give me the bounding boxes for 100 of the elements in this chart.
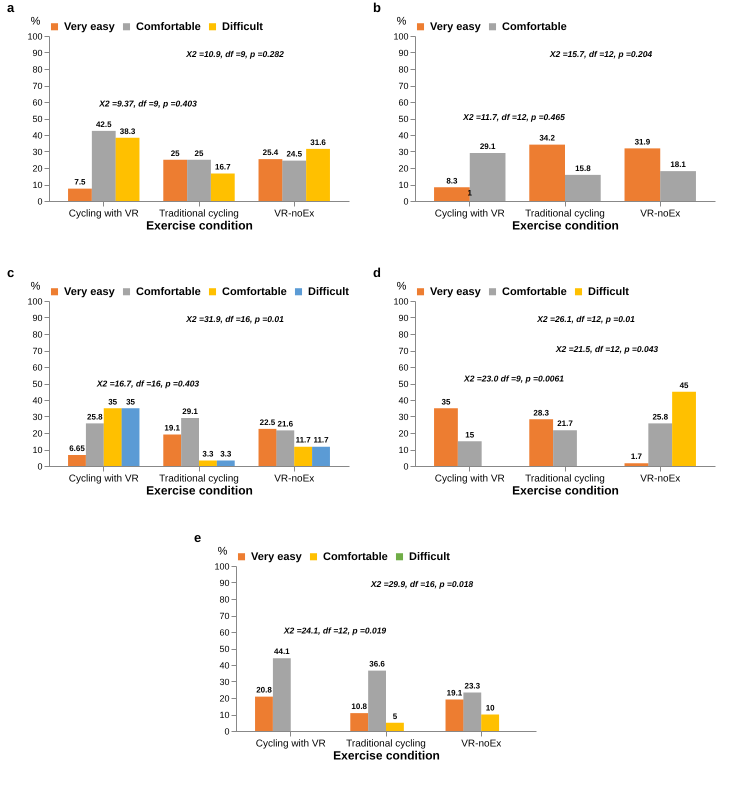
legend-label: Comfortable	[222, 286, 287, 298]
bar	[104, 408, 122, 466]
legend-label: Very easy	[250, 550, 302, 563]
legend-label: Comfortable	[502, 286, 567, 298]
bar	[210, 173, 235, 201]
legend-label: Very easy	[64, 286, 116, 298]
y-tick-label: 60	[218, 628, 229, 638]
bar	[282, 160, 306, 201]
y-tick-label: 80	[32, 330, 42, 340]
legend-label: Difficult	[408, 550, 450, 563]
bar	[272, 658, 290, 731]
bar	[163, 434, 182, 466]
y-tick-label: 20	[32, 164, 42, 174]
legend-label: Comfortable	[322, 550, 388, 563]
y-tick-label: 0	[224, 726, 229, 736]
y-tick-label: 60	[32, 362, 42, 372]
y-tick-label: 20	[218, 694, 229, 704]
annotation: X2 =21.5, df =12, p =0.043	[554, 344, 658, 354]
y-tick-label: 90	[32, 48, 42, 58]
bar	[350, 713, 368, 731]
y-axis-title: %	[396, 16, 407, 28]
y-tick-label: 40	[218, 660, 229, 670]
bar	[480, 714, 499, 731]
y-tick-label: 50	[398, 379, 408, 389]
y-axis-title: %	[30, 16, 41, 28]
bar	[565, 174, 601, 201]
data-label: 25.8	[652, 412, 669, 422]
y-tick-label: 20	[32, 428, 42, 438]
annotation: X2 =31.9, df =16, p =0.01	[185, 314, 284, 324]
data-label: 3.3	[220, 450, 232, 459]
data-label: 25	[170, 148, 180, 158]
y-tick-label: 80	[32, 64, 42, 74]
x-tick-label: VR-noEx	[460, 738, 501, 750]
x-tick-label: Cycling with VR	[68, 208, 139, 220]
data-label: 16.7	[215, 162, 232, 172]
data-label: 28.3	[533, 408, 550, 418]
data-label: 31.6	[310, 138, 326, 147]
bar	[624, 463, 648, 466]
x-tick-label: VR-noEx	[274, 474, 314, 484]
bar	[306, 148, 330, 201]
x-tick-label: VR-noEx	[274, 208, 314, 220]
data-label: 35	[126, 397, 136, 406]
data-label: 29.1	[182, 406, 198, 416]
y-tick-label: 100	[393, 296, 408, 306]
data-label: 35	[108, 397, 118, 406]
bar	[92, 130, 116, 201]
bar	[648, 423, 672, 466]
data-label: 42.5	[96, 120, 112, 129]
y-tick-label: 10	[398, 180, 408, 190]
legend-label: Comfortable	[136, 20, 201, 33]
data-label: 44.1	[274, 647, 290, 656]
bar	[181, 418, 199, 466]
data-label: 22.5	[260, 418, 276, 427]
y-tick-label: 40	[398, 396, 408, 406]
legend-label: Comfortable	[502, 20, 567, 33]
y-axis-title: %	[396, 280, 407, 292]
y-tick-label: 10	[218, 710, 229, 720]
y-tick-label: 90	[218, 578, 229, 588]
y-tick-label: 90	[398, 48, 408, 58]
data-label: 8.3	[446, 176, 458, 186]
y-axis-title: %	[30, 280, 41, 292]
x-tick-label: Cycling with VR	[68, 474, 139, 484]
bar	[434, 408, 458, 466]
x-axis-title: Exercise condition	[146, 218, 253, 232]
bar	[312, 446, 330, 466]
bar	[624, 148, 660, 201]
legend-label: Very easy	[64, 20, 116, 33]
y-tick-label: 40	[32, 130, 42, 140]
data-label: 34.2	[539, 134, 556, 143]
x-tick-label: VR-noEx	[640, 474, 680, 484]
chart-title: d	[372, 265, 381, 280]
y-tick-label: 50	[32, 114, 42, 124]
y-tick-label: 70	[32, 81, 42, 91]
chart-title: a	[6, 0, 15, 15]
data-label: 11.7	[296, 436, 312, 445]
data-label: 10.8	[350, 702, 368, 712]
y-tick-label: 10	[32, 180, 42, 190]
y-tick-label: 60	[398, 362, 408, 372]
data-label: 21.7	[557, 419, 574, 428]
y-tick-label: 70	[398, 346, 408, 356]
legend-label: Difficult	[222, 20, 264, 33]
y-tick-label: 60	[398, 98, 408, 108]
x-tick-label: VR-noEx	[640, 208, 680, 220]
y-tick-label: 90	[398, 313, 408, 323]
y-tick-label: 50	[32, 379, 42, 389]
x-tick-label: Cycling with VR	[255, 738, 326, 750]
x-axis-title: Exercise condition	[512, 218, 619, 232]
data-label: 25.8	[87, 412, 104, 422]
y-tick-label: 70	[218, 611, 229, 621]
data-label: 25.4	[262, 148, 279, 158]
y-tick-label: 40	[398, 130, 408, 140]
y-tick-label: 60	[32, 98, 42, 108]
data-label: 1.7	[630, 452, 643, 462]
bar	[122, 408, 140, 466]
data-label: 29.1	[480, 142, 496, 151]
bar	[276, 430, 294, 466]
data-label: 38.3	[120, 126, 136, 136]
y-tick-label: 0	[403, 196, 408, 206]
data-label: 24.5	[286, 150, 303, 159]
data-label: 19.1	[164, 423, 181, 432]
